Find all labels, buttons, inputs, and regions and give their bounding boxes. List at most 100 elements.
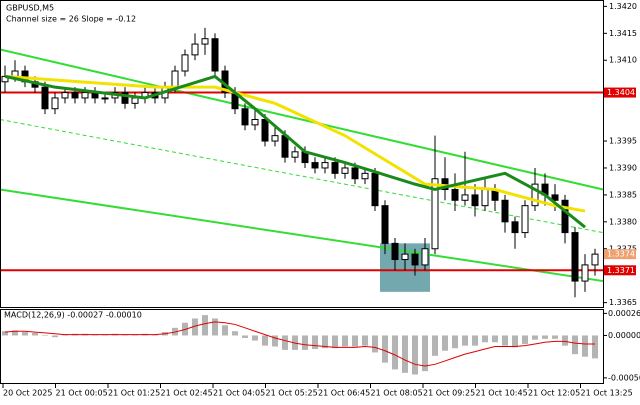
x-tick-label: 21 Oct 06:45 [318, 389, 370, 398]
candle-body [271, 135, 279, 142]
candle-body [191, 43, 199, 56]
candle-body [571, 232, 579, 282]
macd-bar [472, 335, 478, 346]
macd-bar [512, 335, 518, 348]
macd-bar [592, 335, 598, 359]
macd-bar [412, 335, 418, 375]
y-tick-label: 1.3410 [609, 56, 637, 65]
level-tag [604, 249, 636, 260]
macd-bar [562, 335, 568, 346]
candle-body [311, 162, 319, 169]
macd-bar [402, 335, 408, 373]
macd-bar [422, 335, 428, 372]
candle-body [411, 253, 419, 266]
y-tick-label: 1.3380 [609, 217, 637, 226]
macd-bar [2, 331, 8, 336]
macd-bar [342, 335, 348, 347]
candle-body [281, 135, 289, 158]
candle-body [51, 97, 59, 110]
macd-bar [432, 335, 438, 356]
price-frame [0, 0, 604, 308]
macd-bar [322, 335, 328, 349]
macd-bar [222, 325, 228, 336]
x-tick-label: 21 Oct 10:45 [476, 389, 528, 398]
level-label: 1.3374 [607, 250, 635, 259]
macd-bar [272, 335, 278, 347]
candle-body [241, 108, 249, 126]
macd-bar [542, 335, 548, 339]
macd-bar [32, 332, 38, 336]
candle-body [81, 92, 89, 99]
macd-bar [482, 335, 488, 343]
macd-bar [372, 335, 378, 353]
candle-body [391, 242, 399, 261]
macd-bar [52, 335, 58, 338]
macd-bar [252, 335, 258, 341]
candle-body [251, 118, 259, 126]
candle-body [421, 248, 429, 266]
x-tick-label: 21 Oct 01:25 [108, 389, 160, 398]
candle-body [521, 205, 529, 234]
y-tick-label: 1.3395 [609, 137, 637, 146]
candle-body [321, 162, 329, 169]
macd-y-tick-label: 0.00026 [608, 309, 640, 318]
y-tick-label: 1.3390 [609, 163, 637, 172]
candle-body [71, 92, 79, 99]
macd-frame [0, 309, 604, 384]
x-tick-label: 20 Oct 2025 [3, 389, 52, 398]
candle-body [551, 194, 559, 201]
y-tick-label: 1.3385 [609, 190, 637, 199]
candle-body [461, 194, 469, 201]
macd-bar [492, 335, 498, 343]
candle-body [211, 38, 219, 72]
macd-bar [282, 335, 288, 350]
candle-body [61, 92, 69, 99]
candle-body [401, 253, 409, 261]
candle-body [331, 162, 339, 174]
macd-bar [552, 335, 558, 339]
x-tick-label: 21 Oct 08:05 [371, 389, 423, 398]
level-tag [604, 87, 636, 98]
macd-bar [262, 335, 268, 346]
candle-body [591, 253, 599, 266]
moving-average [4, 74, 586, 229]
macd-bar [382, 335, 388, 363]
candle-body [131, 97, 139, 104]
level-label: 1.3371 [607, 266, 635, 275]
macd-bar [42, 335, 48, 336]
candle-body [351, 167, 359, 180]
candle-body [511, 221, 519, 234]
chart-subtitle: Channel size = 26 Slope = -0.12 [6, 15, 136, 24]
macd-bar [392, 335, 398, 370]
x-tick-label: 21 Oct 04:05 [213, 389, 265, 398]
macd-label: MACD(12,26,9) -0.00027 -0.00010 [4, 311, 142, 320]
x-tick-label: 21 Oct 00:05 [56, 389, 108, 398]
level-label: 1.3404 [607, 88, 635, 97]
candle-body [101, 97, 109, 100]
macd-bar [242, 335, 248, 339]
channel-line [0, 188, 604, 283]
macd-y-tick-label: 0.00000 [608, 331, 640, 340]
x-tick-label: 21 Oct 13:25 [581, 389, 633, 398]
macd-signal [4, 321, 595, 367]
plot-layer [0, 27, 604, 375]
macd-bar [332, 335, 338, 349]
macd-bar [192, 318, 198, 336]
y-tick-label: 1.3365 [609, 298, 637, 307]
candle-body [531, 183, 539, 207]
candle-body [201, 38, 209, 45]
macd-y-tick-label: -0.00050 [608, 373, 640, 382]
candle-body [481, 189, 489, 207]
x-tick-label: 21 Oct 12:05 [528, 389, 580, 398]
candle-body [381, 205, 389, 244]
macd-bar [12, 330, 18, 336]
macd-bar [462, 335, 468, 346]
candle-body [341, 167, 349, 174]
x-tick-label: 21 Oct 05:25 [266, 389, 318, 398]
candle-body [171, 70, 179, 88]
macd-bar [232, 331, 238, 336]
candle-body [471, 194, 479, 207]
candle-body [451, 189, 459, 201]
